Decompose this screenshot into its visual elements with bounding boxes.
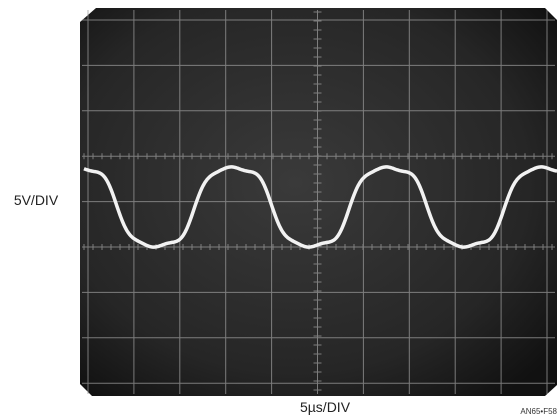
horizontal-scale-label: 5µs/DIV — [300, 399, 351, 415]
figure-id: AN65•F58 — [520, 407, 557, 416]
graticule — [82, 10, 555, 394]
vertical-scale-label: 5V/DIV — [14, 192, 59, 208]
waveform-trace — [83, 165, 557, 249]
